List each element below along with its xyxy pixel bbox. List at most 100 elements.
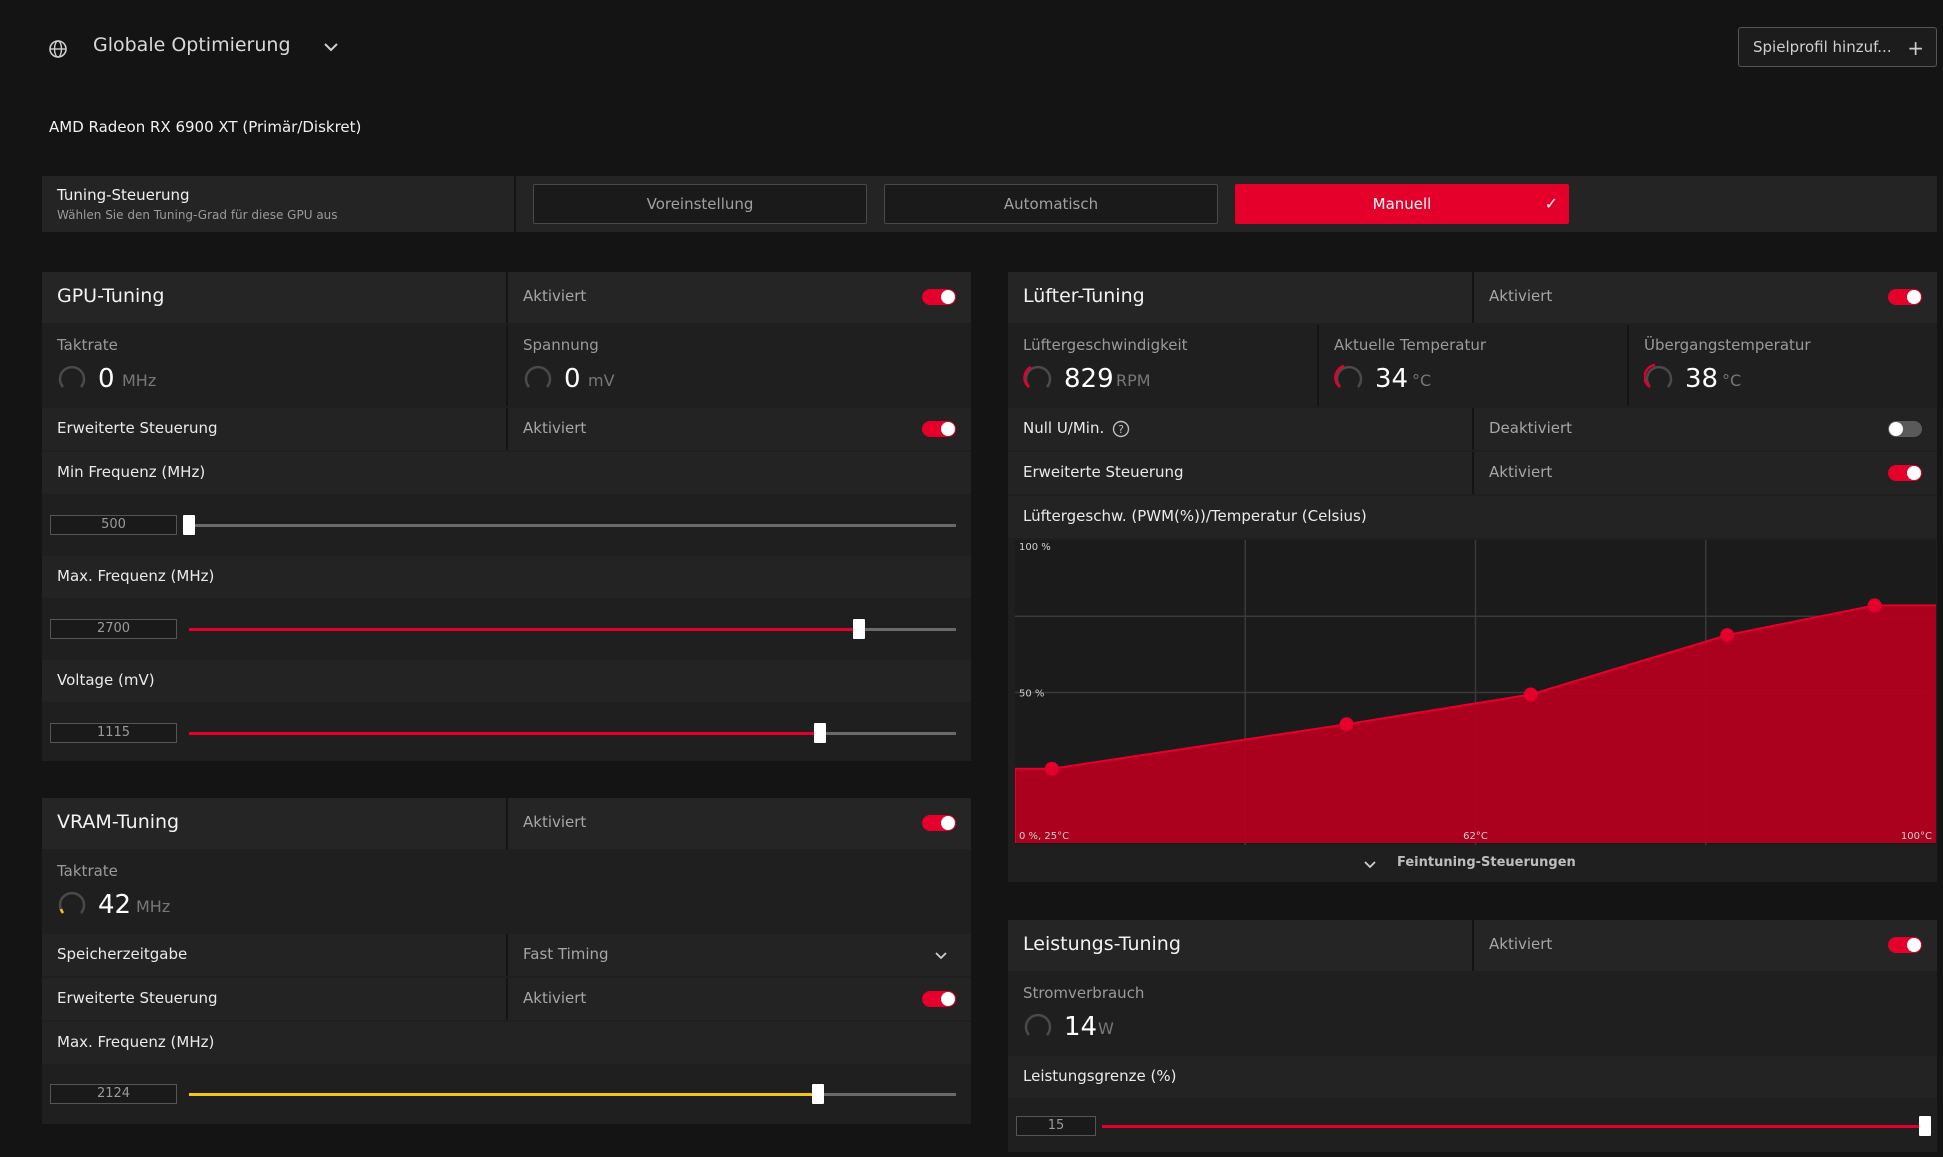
gpu-tuning-toggle[interactable]: [922, 289, 956, 305]
fan-advanced-toggle[interactable]: [1888, 465, 1922, 481]
vram-advanced-label: Erweiterte Steuerung: [57, 989, 218, 1007]
vram-max-freq-slider-thumb[interactable]: [811, 1084, 824, 1104]
vram-max-freq-input[interactable]: 2124: [50, 1084, 177, 1104]
x-tick-label: 62°C: [1463, 831, 1488, 842]
fan-metrics-row: Lüftergeschwindigkeit 829 RPM Aktuelle T…: [1008, 325, 1937, 406]
min-freq-slider[interactable]: [183, 515, 956, 535]
max-freq-label-row: Max. Frequenz (MHz): [42, 556, 971, 598]
globe-icon: [49, 40, 67, 58]
x-tick-label: 100°C: [1901, 831, 1932, 842]
gauge-icon: [1023, 365, 1052, 388]
voltage-slider-row: 1115: [42, 704, 971, 761]
tuning-control-bar: Tuning-Steuerung Wählen Sie den Tuning-G…: [42, 176, 1937, 232]
vram-tuning-toggle[interactable]: [922, 815, 956, 831]
zero-rpm-toggle[interactable]: [1888, 421, 1922, 437]
power-tuning-status: Aktiviert: [1489, 935, 1553, 953]
divider: [506, 325, 508, 406]
fan-curve-chart[interactable]: 100 % 50 % 0 %, 25°C 62°C 100°C: [1014, 540, 1936, 845]
voltage-input[interactable]: 1115: [50, 723, 177, 743]
fan-curve-svg[interactable]: 100 % 50 % 0 %, 25°C 62°C 100°C: [1014, 540, 1936, 845]
fan-curve-point[interactable]: [1339, 717, 1354, 732]
gauge-icon: [1024, 1013, 1052, 1036]
vram-metrics-row: Taktrate 42 MHz: [42, 851, 971, 932]
gauge-icon: [1334, 364, 1363, 388]
current-temp-label: Aktuelle Temperatur: [1334, 336, 1487, 354]
gauge-icon: [58, 365, 86, 388]
vram-tuning-header: VRAM-Tuning Aktiviert: [42, 798, 971, 849]
vram-tuning-title: VRAM-Tuning: [57, 811, 180, 833]
power-limit-slider-thumb[interactable]: [1919, 1116, 1931, 1136]
fan-curve-point[interactable]: [1720, 628, 1735, 643]
min-freq-input[interactable]: 500: [50, 515, 177, 535]
help-icon[interactable]: ?: [1112, 420, 1130, 438]
power-limit-label: Leistungsgrenze (%): [1023, 1067, 1177, 1085]
max-freq-input[interactable]: 2700: [50, 619, 177, 639]
add-profile-label: Spielprofil hinzuf...: [1753, 38, 1892, 56]
gauge-icon: [58, 891, 86, 914]
check-icon: ✓: [1544, 194, 1558, 213]
divider: [1472, 452, 1474, 494]
zero-rpm-row: Null U/Min. ? Deaktiviert: [1008, 408, 1937, 450]
fan-tuning-panel: Lüfter-Tuning Aktiviert Lüftergeschwindi…: [1008, 272, 1937, 882]
voltage-value: 0: [564, 364, 581, 394]
profile-dropdown[interactable]: Globale Optimierung: [93, 34, 291, 56]
vram-max-freq-label-row: Max. Frequenz (MHz): [42, 1022, 971, 1064]
manual-option-button[interactable]: Manuell ✓: [1235, 184, 1569, 224]
vram-max-freq-slider-row: 2124: [42, 1066, 971, 1124]
chevron-down-icon[interactable]: [1363, 857, 1377, 871]
fan-curve-area: [1015, 605, 1936, 843]
voltage-ctrl-label: Voltage (mV): [57, 671, 155, 689]
max-freq-slider-thumb[interactable]: [853, 619, 866, 639]
fan-tuning-header: Lüfter-Tuning Aktiviert: [1008, 272, 1937, 323]
divider: [506, 934, 508, 976]
vram-advanced-toggle[interactable]: [922, 991, 956, 1007]
divider: [1627, 325, 1629, 406]
power-draw-value: 14: [1064, 1012, 1098, 1042]
min-freq-label-row: Min Frequenz (MHz): [42, 452, 971, 494]
divider: [506, 408, 508, 450]
fan-curve-point[interactable]: [1867, 598, 1882, 613]
voltage-slider-thumb[interactable]: [814, 723, 827, 743]
vram-tuning-panel: VRAM-Tuning Aktiviert Taktrate 42 MHz Sp…: [42, 798, 971, 1124]
power-draw-label: Stromverbrauch: [1023, 984, 1145, 1002]
memory-timing-dropdown[interactable]: Fast Timing: [523, 945, 609, 963]
divider: [1472, 272, 1474, 323]
junction-temp-unit: °C: [1722, 371, 1742, 390]
power-limit-label-row: Leistungsgrenze (%): [1008, 1056, 1937, 1098]
automatic-option-button[interactable]: Automatisch: [884, 184, 1218, 224]
power-limit-slider-fill: [1102, 1125, 1925, 1128]
manual-option-label: Manuell: [1372, 195, 1432, 213]
vram-clock-label: Taktrate: [57, 862, 118, 880]
divider: [1472, 408, 1474, 450]
power-metrics-row: Stromverbrauch 14 W: [1008, 973, 1937, 1054]
vram-max-freq-slider[interactable]: [189, 1084, 956, 1104]
fine-tune-controls-toggle[interactable]: Feintuning-Steuerungen: [1397, 855, 1576, 870]
fan-tuning-toggle[interactable]: [1888, 289, 1922, 305]
gpu-name: AMD Radeon RX 6900 XT (Primär/Diskret): [49, 118, 362, 136]
gpu-tuning-title: GPU-Tuning: [57, 285, 165, 307]
add-game-profile-button[interactable]: Spielprofil hinzuf... +: [1738, 27, 1937, 67]
voltage-slider[interactable]: [189, 723, 956, 743]
min-freq-slider-thumb[interactable]: [183, 515, 195, 535]
gpu-advanced-toggle[interactable]: [922, 421, 956, 437]
max-freq-slider-row: 2700: [42, 600, 971, 658]
min-freq-slider-row: 500: [42, 496, 971, 554]
divider: [1317, 325, 1319, 406]
chevron-down-icon[interactable]: [934, 948, 948, 962]
voltage-unit: mV: [588, 371, 615, 390]
gauge-icon: [524, 365, 552, 388]
fan-curve-point[interactable]: [1523, 687, 1538, 702]
divider: [1472, 920, 1474, 971]
power-limit-slider[interactable]: [1102, 1116, 1931, 1136]
vram-max-freq-slider-fill: [189, 1093, 818, 1096]
chevron-down-icon[interactable]: [322, 38, 340, 56]
max-freq-slider[interactable]: [189, 619, 956, 639]
tuning-control-subtitle: Wählen Sie den Tuning-Grad für diese GPU…: [57, 208, 338, 222]
y-tick-label: 100 %: [1019, 542, 1051, 553]
fan-curve-point[interactable]: [1044, 761, 1059, 776]
power-tuning-toggle[interactable]: [1888, 937, 1922, 953]
tuning-control-info: Tuning-Steuerung Wählen Sie den Tuning-G…: [42, 176, 516, 232]
power-limit-input[interactable]: 15: [1016, 1116, 1096, 1136]
preset-option-button[interactable]: Voreinstellung: [533, 184, 867, 224]
memory-timing-label: Speicherzeitgabe: [57, 945, 188, 963]
